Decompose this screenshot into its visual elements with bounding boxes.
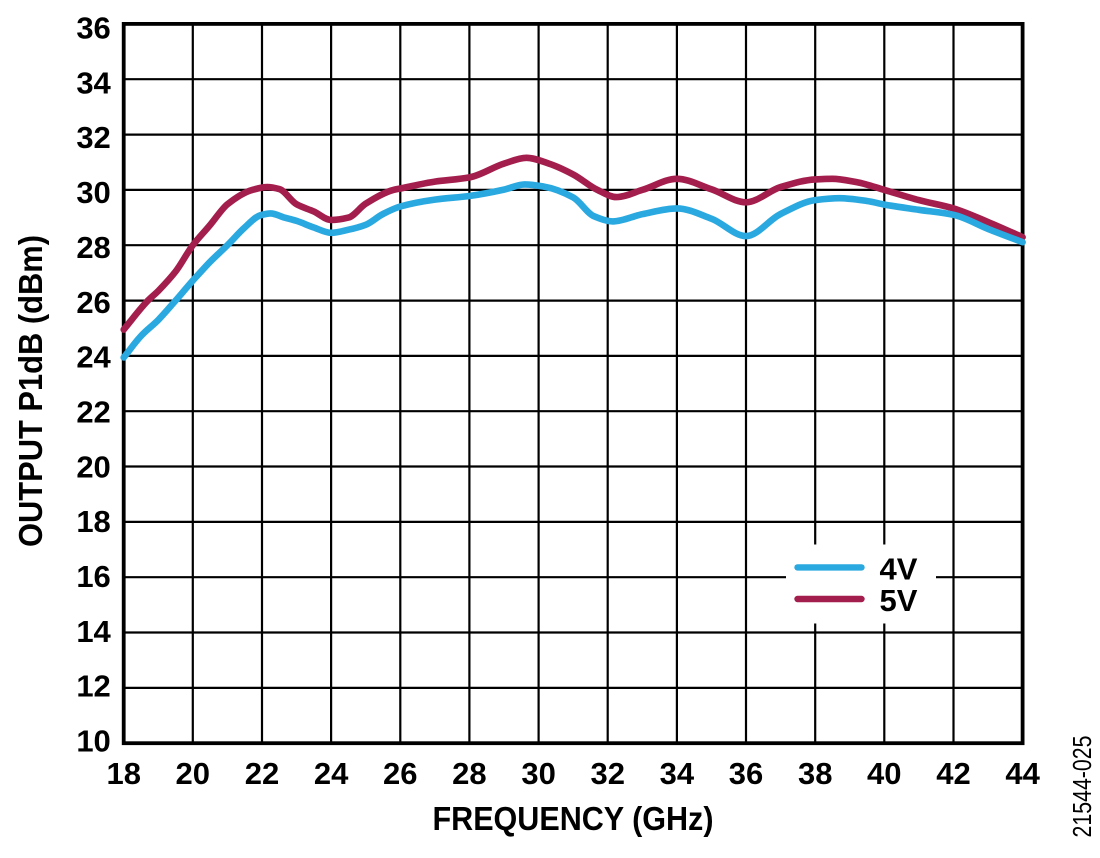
svg-text:18: 18 <box>76 504 110 539</box>
svg-text:26: 26 <box>383 756 417 791</box>
svg-text:36: 36 <box>76 11 110 46</box>
svg-text:20: 20 <box>76 449 110 484</box>
svg-text:22: 22 <box>245 756 279 791</box>
svg-text:28: 28 <box>452 756 486 791</box>
svg-text:16: 16 <box>76 559 110 594</box>
svg-text:28: 28 <box>76 230 110 265</box>
svg-text:24: 24 <box>76 340 111 375</box>
svg-text:34: 34 <box>660 756 695 791</box>
svg-text:30: 30 <box>76 175 110 210</box>
svg-text:36: 36 <box>729 756 763 791</box>
svg-text:5V: 5V <box>880 583 918 618</box>
svg-text:38: 38 <box>798 756 832 791</box>
svg-text:4V: 4V <box>880 552 918 587</box>
svg-text:30: 30 <box>521 756 555 791</box>
svg-text:OUTPUT P1dB (dBm): OUTPUT P1dB (dBm) <box>12 235 49 547</box>
svg-text:34: 34 <box>76 65 111 100</box>
svg-text:14: 14 <box>76 614 111 649</box>
svg-text:12: 12 <box>76 669 110 704</box>
svg-text:44: 44 <box>1005 756 1040 791</box>
svg-text:26: 26 <box>76 285 110 320</box>
svg-text:10: 10 <box>76 724 110 759</box>
svg-text:24: 24 <box>314 756 349 791</box>
svg-text:18: 18 <box>106 756 140 791</box>
svg-text:22: 22 <box>76 394 110 429</box>
svg-text:20: 20 <box>176 756 210 791</box>
svg-text:42: 42 <box>936 756 970 791</box>
svg-text:21544-025: 21544-025 <box>1067 736 1097 838</box>
svg-text:40: 40 <box>867 756 901 791</box>
svg-text:32: 32 <box>590 756 624 791</box>
svg-text:32: 32 <box>76 120 110 155</box>
svg-text:FREQUENCY (GHz): FREQUENCY (GHz) <box>433 800 714 837</box>
